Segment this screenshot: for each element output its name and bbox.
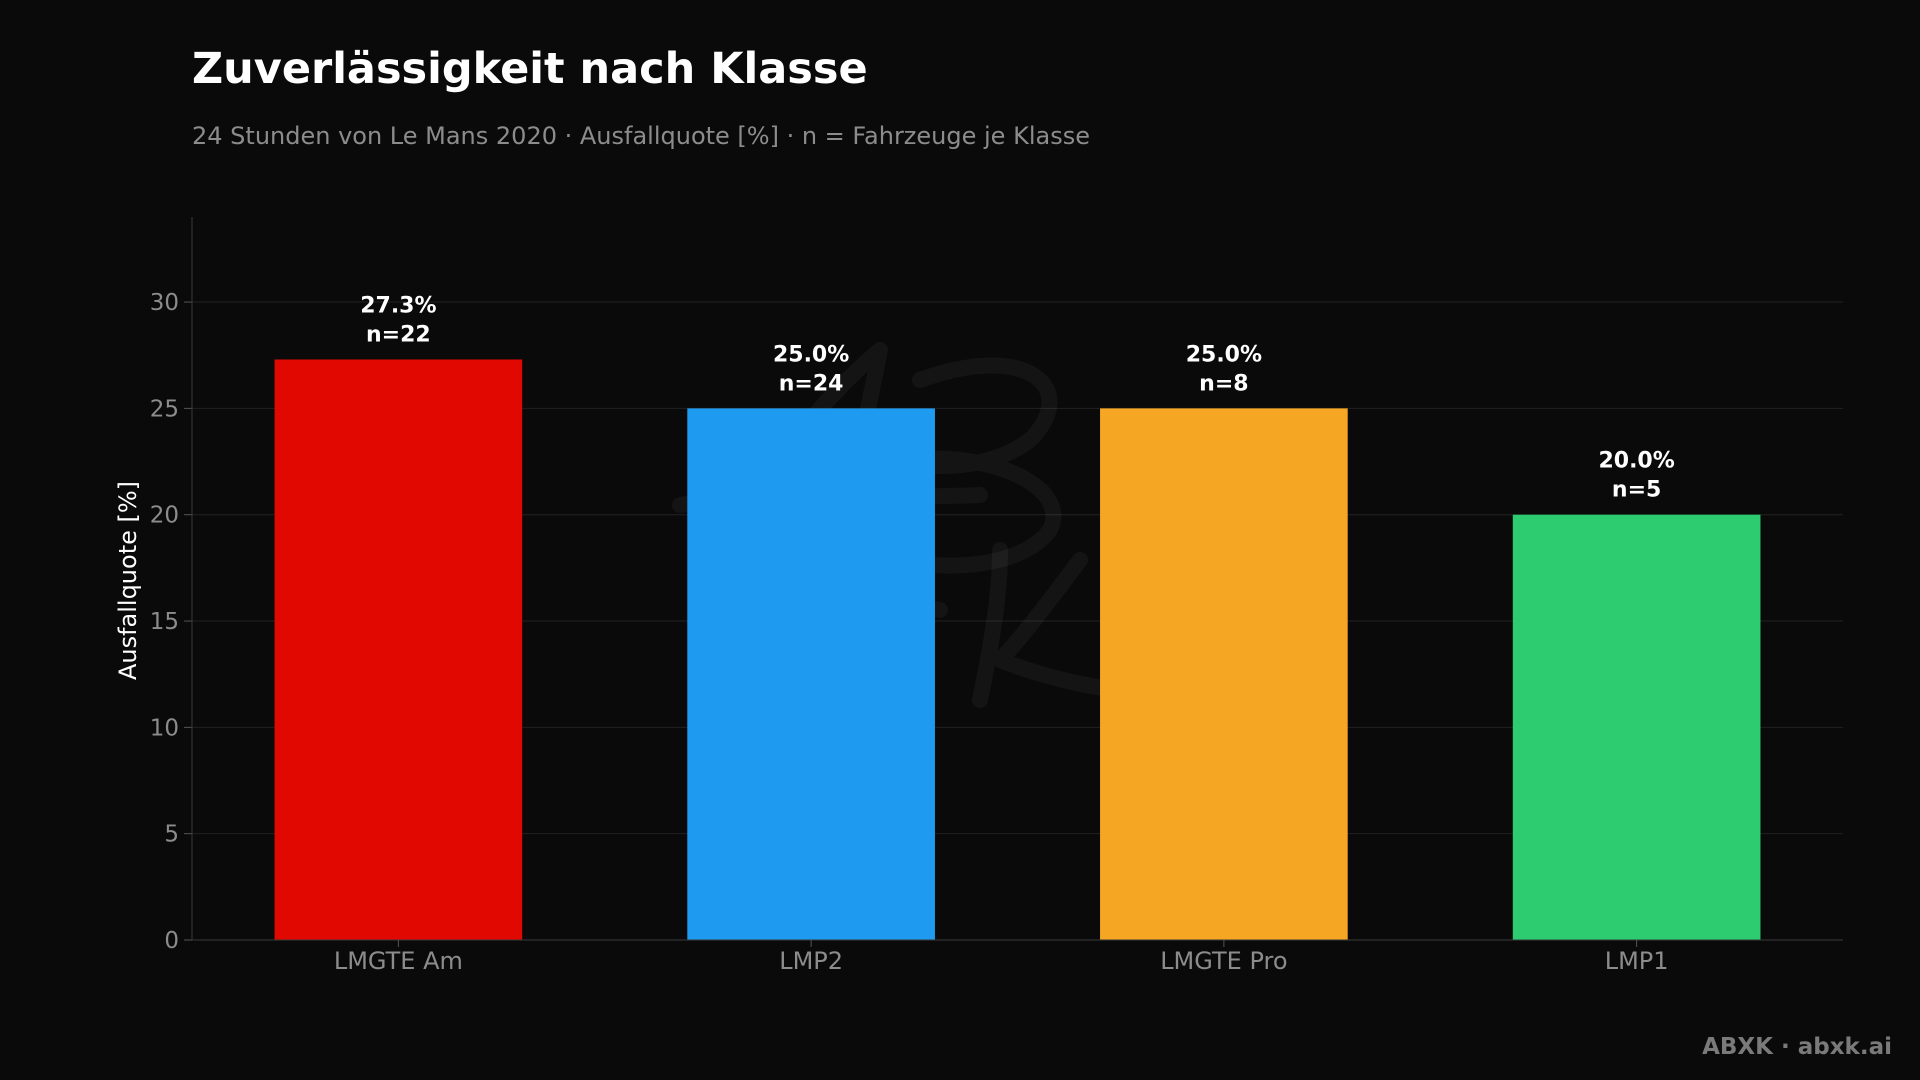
y-tick-label: 20 [150,503,179,529]
chart-subtitle: 24 Stunden von Le Mans 2020 · Ausfallquo… [192,122,1090,150]
y-tick-label: 15 [150,609,179,635]
x-tick-label: LMP2 [779,947,843,975]
x-tick-label: LMP1 [1605,947,1669,975]
bar-n-label: n=24 [779,371,844,396]
bar [274,359,523,941]
bar-n-label: n=5 [1612,478,1661,503]
data-labels-layer: 27.3% n=22 25.0% n=24 25.0% n=8 20.0% n=5 [360,293,1675,502]
x-tick-label: LMGTE Pro [1160,947,1287,975]
y-tick-label: 5 [164,822,179,848]
bar-n-label: n=22 [366,322,431,347]
y-tick-label: 0 [164,928,179,954]
bar-n-label: n=8 [1199,371,1248,396]
bar [687,408,935,941]
footer-credit: ABXK · abxk.ai [1702,1034,1892,1060]
chart-title: Zuverlässigkeit nach Klasse [192,44,868,94]
bar-value-label: 25.0% [773,342,849,367]
y-tick-label: 30 [150,290,179,316]
bar-value-label: 20.0% [1598,449,1674,474]
x-tick-label: LMGTE Am [334,947,463,975]
y-tick-label: 25 [150,396,179,422]
bars-layer [274,359,1761,941]
y-tick-label: 10 [150,715,179,741]
bar [1100,408,1348,941]
bar [1512,514,1761,940]
bar-value-label: 25.0% [1186,342,1262,367]
y-axis-label: Ausfallquote [%] [114,481,142,680]
bar-value-label: 27.3% [360,293,436,318]
axis-layer: 0 5 10 15 20 25 30 Ausfallquote [%] LMGTE Am LMP2… [114,217,1843,975]
